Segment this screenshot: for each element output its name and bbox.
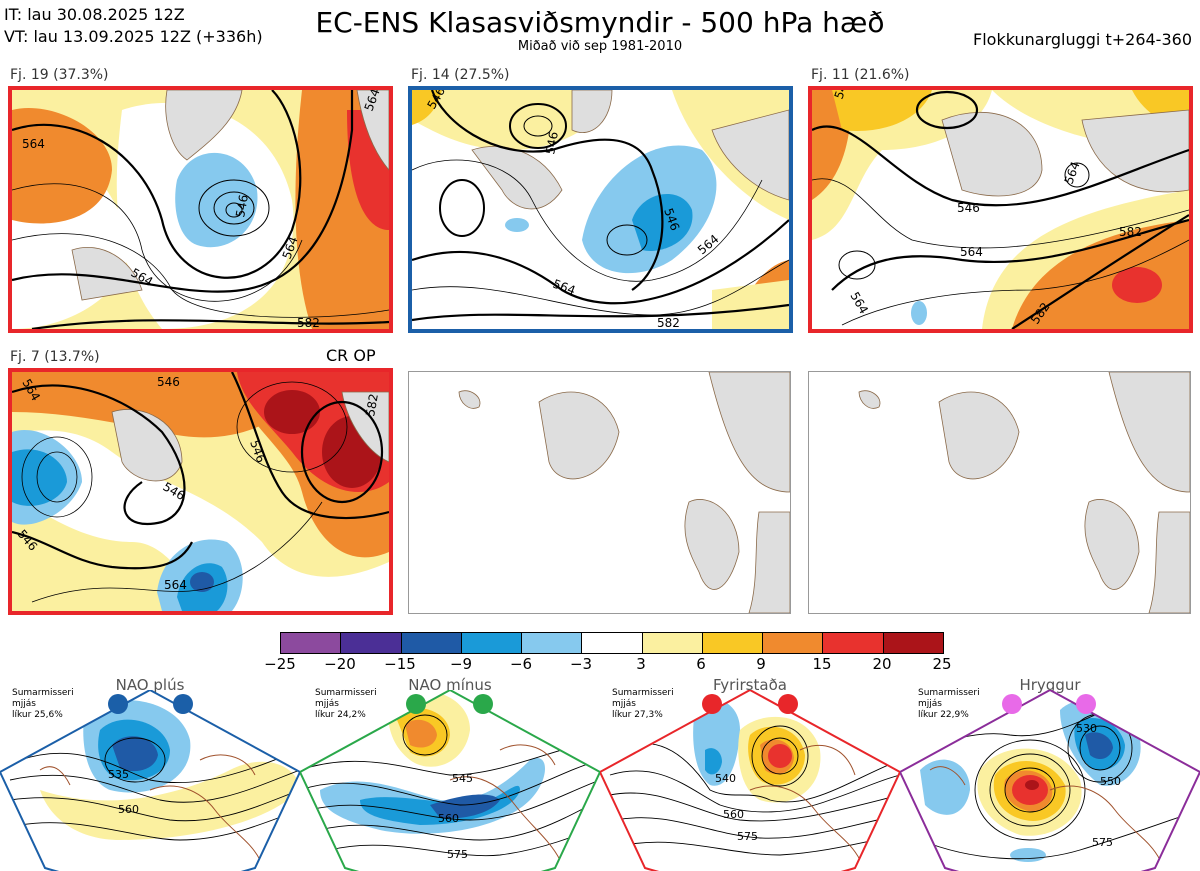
colorbar-tick: 6 [696,655,706,673]
empty-map-6 [808,371,1191,614]
colorbar-tick: −15 [384,655,416,673]
regime-info-1: Sumarmisseri mjjás líkur 25,6% [12,688,74,720]
regime-title-2: NAO mínus [408,676,492,694]
colorbar-segment [340,633,401,653]
contour-label: 575 [737,830,758,843]
contour-label: 582 [657,316,680,329]
colorbar-tick: 15 [812,655,832,673]
contour-label: 564 [164,578,187,592]
contour-label: 575 [1092,836,1113,849]
cluster-label-2: Fj. 14 (27.5%) [411,67,510,83]
cluster-map-4: 564 546 546 546 546 564 582 [8,368,393,615]
regime-dot [173,694,193,714]
classification-window: Flokkunargluggi t+264-360 [973,30,1192,49]
contour-label: 582 [363,393,381,418]
colorbar-tick: −3 [569,655,593,673]
cluster-label-1: Fj. 19 (37.3%) [10,67,109,83]
initial-time: IT: lau 30.08.2025 12Z [4,5,185,24]
colorbar-segment [641,633,702,653]
colorbar-segment [701,633,763,653]
colorbar-segment [400,633,461,653]
empty-map-5 [408,371,791,614]
regime-map-ridge: 530 550 575 [900,690,1200,871]
regime-title-4: Hryggur [1019,676,1081,694]
contour-label: 546 [233,194,251,219]
regime-info-2: Sumarmisseri mjjás líkur 24,2% [315,688,377,720]
cluster-map-3: 546 546 564 564 564 582 582 [808,86,1193,333]
regime-map-nao-plus: 535 560 [0,690,300,871]
colorbar-tick: −9 [449,655,473,673]
page-subtitle: Miðað við sep 1981-2010 [517,39,683,54]
colorbar-segment [882,633,943,653]
cluster-label-4: Fj. 7 (13.7%) [10,349,100,365]
colorbar-segment [581,633,642,653]
header-info: IT: lau 30.08.2025 12Z VT: lau 13.09.202… [4,4,263,48]
contour-label: 560 [723,808,744,821]
regime-title-3: Fyrirstaða [713,676,787,694]
contour-label: 546 [957,201,980,215]
colorbar-tick: 20 [872,655,892,673]
regime-dot [778,694,798,714]
regime-dot [1002,694,1022,714]
regime-dot [406,694,426,714]
contour-label: 582 [297,316,320,329]
colorbar [280,632,944,654]
contour-label: 546 [157,375,180,389]
contour-label: 550 [1100,775,1121,788]
colorbar-tick: 9 [756,655,766,673]
colorbar-tick: −20 [324,655,356,673]
contour-label: 564 [960,245,983,259]
contour-label: 540 [715,772,736,785]
contour-label: 560 [118,803,139,816]
valid-time: VT: lau 13.09.2025 12Z (+336h) [4,27,263,46]
colorbar-segment [822,633,883,653]
regime-info-4: Sumarmisseri mjjás líkur 22,9% [918,688,980,720]
contour-label: 575 [447,848,468,861]
colorbar-segment [521,633,582,653]
regime-dot [473,694,493,714]
contour-label: 564 [22,137,45,151]
page-title: EC-ENS Klasasviðsmyndir - 500 hPa hæð [315,6,885,39]
cr-op-label: CR OP [326,346,376,365]
colorbar-tick: 25 [932,655,952,673]
contour-label: 560 [438,812,459,825]
regime-title-1: NAO plús [115,676,185,694]
regime-info-3: Sumarmisseri mjjás líkur 27,3% [612,688,674,720]
contour-label: 546 [543,131,561,156]
colorbar-segment [762,633,823,653]
contour-label: 535 [108,768,129,781]
colorbar-segment [460,633,522,653]
colorbar-segment [281,633,341,653]
regime-map-nao-minus: 545 560 575 [300,690,600,871]
cluster-label-3: Fj. 11 (21.6%) [811,67,910,83]
contour-label: 546 [832,90,853,101]
regime-dot [1076,694,1096,714]
regime-dot [702,694,722,714]
contour-label: 545 [452,772,473,785]
colorbar-tick: −6 [509,655,533,673]
regime-dot [108,694,128,714]
contour-label: 530 [1076,722,1097,735]
colorbar-tick: −25 [264,655,296,673]
cluster-map-2: 546 546 546 564 564 582 [408,86,793,333]
contour-label: 582 [1119,225,1142,239]
regime-map-blocking: 540 560 575 [600,690,900,871]
colorbar-tick: 3 [636,655,646,673]
cluster-map-1: 564 546 564 564 564 582 [8,86,393,333]
